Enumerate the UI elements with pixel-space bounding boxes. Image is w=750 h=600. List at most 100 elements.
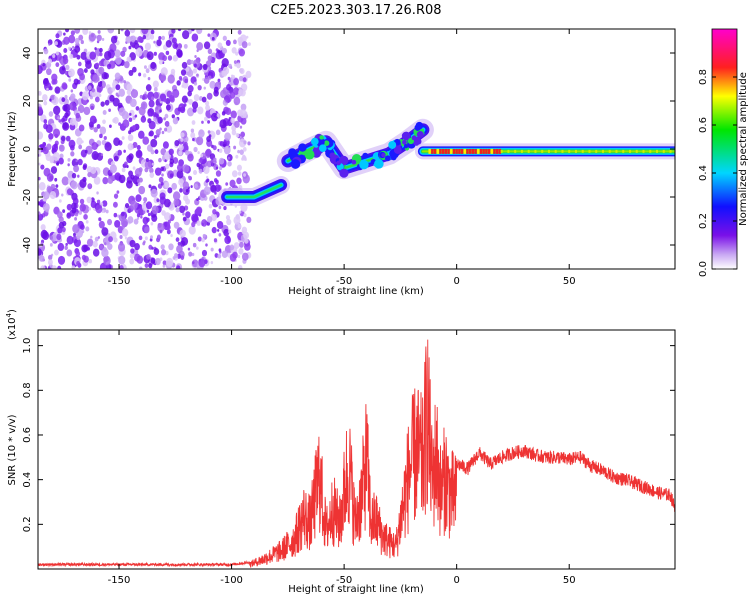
spectrogram-y-label: Frequency (Hz) <box>7 111 18 187</box>
spectrogram-noise-cell <box>157 234 161 239</box>
spectrogram-noise-cell <box>153 91 159 99</box>
snr-series-line <box>38 339 675 568</box>
spectrogram-noise-cell <box>217 253 222 259</box>
spectrogram-noise-cell <box>38 211 41 216</box>
spectrogram-peak-cell <box>439 148 442 154</box>
spectrogram-noise-cell <box>151 96 155 101</box>
spectrogram-noise-cell <box>68 139 76 149</box>
spectrogram-y-ticks: -40 -20 0 20 40 <box>22 47 675 253</box>
spectrogram-noise-cell <box>65 135 71 142</box>
spectrogram-noise-cell <box>150 221 154 226</box>
spectrogram-noise-cell <box>79 178 87 188</box>
spectrogram-noise-cell <box>119 234 123 239</box>
spectrogram-noise-cell <box>40 164 45 170</box>
spectrogram-noise-cell <box>70 89 74 93</box>
spectrogram-noise-cell <box>196 49 199 53</box>
spectrogram-noise-cell <box>42 141 47 147</box>
spectrogram-noise-cell <box>98 217 102 222</box>
spectrogram-noise-cell <box>71 265 76 269</box>
spectrogram-noise-cell <box>197 151 200 155</box>
spectrogram-noise-cell <box>89 95 94 100</box>
spectrogram-noise-cell <box>150 138 158 148</box>
spectrogram-noise-cell <box>242 77 247 83</box>
spectrogram-noise-cell <box>207 120 211 124</box>
spectrogram-noise-cell <box>210 247 214 252</box>
spectrogram-noise-cell <box>197 84 202 91</box>
spectrogram-noise-cell <box>203 165 210 175</box>
spectrogram-noise-cell <box>95 62 100 68</box>
spectrogram-noise-cell <box>38 131 44 140</box>
spec-x-tick-label: 50 <box>563 276 576 287</box>
spectrogram-noise-cell <box>87 172 92 178</box>
spectrogram-peak-cell <box>452 148 456 154</box>
spectrogram-noise-cell <box>172 54 179 62</box>
spectrogram-noise-cell <box>207 130 211 134</box>
spectrogram-noise-cell <box>51 73 58 82</box>
spectrogram-noise-cell <box>40 265 46 269</box>
spectrogram-noise-cell <box>142 216 149 225</box>
spectrogram-signal-cell <box>338 155 349 166</box>
colorbar-label: Normalized spectral amplitude <box>738 72 749 226</box>
spectrogram-band <box>225 183 283 199</box>
spectrogram-noise-cell <box>97 236 100 239</box>
spectrogram-noise-cell <box>142 136 150 145</box>
spectrogram-noise-cell <box>178 150 183 156</box>
spectrogram-noise-cell <box>212 208 217 215</box>
spectrogram-noise-cell <box>145 68 150 74</box>
spectrogram-noise-cell <box>96 191 99 195</box>
spectrogram-noise-cell <box>63 36 70 45</box>
spectrogram-noise-cell <box>235 51 239 56</box>
spectrogram-noise-cell <box>85 220 89 224</box>
spectrogram-noise-cell <box>172 157 179 164</box>
snr-y-tick-label: 0.8 <box>22 382 33 398</box>
spectrogram-noise-cell <box>163 98 167 103</box>
spectrogram-noise-cell <box>49 98 52 102</box>
snr-scale-text: (x104) <box>5 309 18 340</box>
spec-y-tick-label: 0 <box>22 146 33 152</box>
snr-x-tick-label: 50 <box>563 575 576 586</box>
spectrogram-noise-cell <box>82 164 87 170</box>
spectrogram-noise-cell <box>140 215 143 219</box>
spectrogram-noise-cell <box>76 260 81 266</box>
spectrogram-signal-cell <box>403 144 409 149</box>
spectrogram-noise-cell <box>114 72 121 80</box>
spectrogram-noise-cell <box>192 59 201 69</box>
spectrogram-noise-cell <box>128 69 134 76</box>
spectrogram-noise-cell <box>56 233 62 241</box>
spectrogram-signal-cell <box>411 135 417 141</box>
spectrogram-noise-cell <box>181 61 188 69</box>
spectrogram-noise-cell <box>48 111 54 117</box>
spectrogram-noise-cell <box>219 166 223 171</box>
spectrogram-noise-cell <box>122 119 130 128</box>
spectrogram-noise-cell <box>159 127 162 131</box>
spectrogram-peak-cell <box>493 148 496 154</box>
spectrogram-noise-cell <box>147 212 151 217</box>
spec-y-tick-label: -40 <box>22 237 33 253</box>
spectrogram-tone-cell <box>642 149 645 153</box>
spectrogram-noise-cell <box>57 265 62 269</box>
spectrogram-noise-cell <box>184 78 189 84</box>
spectrogram-noise-cell <box>90 166 97 174</box>
spectrogram-noise-cell <box>65 64 70 71</box>
spectrogram-noise-cell <box>208 75 212 80</box>
spectrogram-noise-cell <box>123 61 130 69</box>
spectrogram-noise-cell <box>71 202 77 210</box>
spectrogram-noise-cell <box>76 54 81 60</box>
spectrogram-noise-cell <box>115 84 121 91</box>
spectrogram-noise-cell <box>58 119 62 123</box>
spectrogram-noise-cell <box>143 197 148 203</box>
spectrogram-noise-cell <box>99 47 103 53</box>
spectrogram-noise-cell <box>82 29 89 35</box>
spec-x-tick-label: -50 <box>336 276 352 287</box>
spectrogram-noise-cell <box>69 95 75 102</box>
spectrogram-noise-cell <box>141 29 149 35</box>
spectrogram-noise-cell <box>161 130 165 135</box>
spectrogram-signal-cell <box>288 148 297 157</box>
spectrogram-signal-cell <box>401 131 411 141</box>
spectrogram-noise-cell <box>174 139 180 147</box>
spectrogram-noise-cell <box>88 207 92 211</box>
spectrogram-noise-cell <box>104 142 112 152</box>
spectrogram-noise-cell <box>39 255 45 262</box>
spectrogram-noise-cell <box>215 50 223 60</box>
snr-y-tick-label: 0.2 <box>22 516 33 532</box>
